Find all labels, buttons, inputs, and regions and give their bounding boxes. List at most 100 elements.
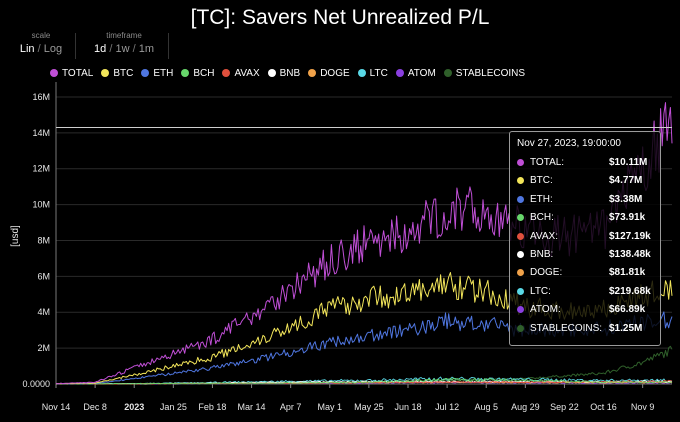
x-tick-label: Mar 14 — [238, 402, 266, 412]
legend-item-atom[interactable]: ATOM — [395, 66, 436, 80]
timeframe-option-1d[interactable]: 1d — [94, 43, 107, 55]
y-tick-label: 2M — [37, 343, 50, 353]
tooltip-series-name: LTC: — [530, 285, 551, 297]
legend-item-avax[interactable]: AVAX — [222, 66, 260, 80]
legend-label: ETH — [153, 67, 174, 79]
tooltip-series-name: AVAX: — [530, 230, 558, 242]
tooltip-dot — [517, 251, 524, 258]
tooltip-row: TOTAL: $10.11M — [517, 156, 657, 169]
tooltip-dot — [517, 159, 524, 166]
x-tick-label: 2023 — [124, 402, 144, 412]
hover-tooltip: Nov 27, 2023, 19:00:00 TOTAL: $10.11M BTC:… — [509, 131, 661, 346]
legend-label: AVAX — [234, 67, 260, 79]
tooltip-row: LTC: $219.68k — [517, 285, 657, 298]
option-separator: / — [109, 43, 113, 55]
tooltip-dot — [517, 306, 524, 314]
tooltip-dot — [517, 269, 524, 277]
legend-dot — [181, 69, 190, 77]
x-tick-label: Aug 5 — [474, 402, 498, 412]
x-tick-label: Jan 25 — [160, 402, 187, 412]
tooltip-series-value: $127.19k — [609, 230, 651, 242]
legend-label: LTC — [369, 67, 388, 79]
legend-label: TOTAL — [62, 67, 94, 79]
tooltip-series-name: STABLECOINS: — [530, 322, 603, 334]
tooltip-dot — [517, 195, 524, 203]
tooltip-row: BTC: $4.77M — [517, 174, 657, 187]
x-tick-label: Jun 18 — [394, 402, 421, 412]
tooltip-series-name: DOGE: — [530, 267, 563, 279]
x-tick-label: Sep 22 — [550, 402, 579, 412]
legend-label: DOGE — [320, 67, 350, 79]
tooltip-series-name: ATOM: — [530, 304, 561, 316]
tooltip-dot — [517, 324, 524, 332]
y-tick-label: 12M — [32, 164, 50, 174]
tooltip-series-value: $138.48k — [609, 249, 651, 260]
tooltip-series-value: $219.68k — [609, 285, 651, 297]
legend-dot — [308, 69, 317, 77]
tooltip-series-name: BTC: — [530, 175, 553, 187]
legend-label: BNB — [279, 67, 301, 79]
x-tick-label: Aug 29 — [511, 402, 540, 412]
legend-dot — [222, 69, 231, 77]
y-tick-label: 10M — [32, 200, 50, 210]
legend-item-ltc[interactable]: LTC — [357, 66, 388, 80]
tooltip-series-value: $81.81k — [609, 267, 646, 279]
legend-item-eth[interactable]: ETH — [141, 66, 173, 80]
legend-dot — [101, 69, 110, 77]
y-tick-label: 16M — [32, 92, 50, 102]
legend-dot — [395, 69, 404, 77]
x-tick-label: Dec 8 — [83, 402, 107, 412]
tooltip-row: BCH: $73.91k — [517, 211, 657, 224]
x-tick-label: Jul 12 — [435, 402, 459, 412]
x-tick-label: Nov 14 — [42, 402, 71, 412]
legend-dot — [267, 69, 276, 77]
tooltip-series-name: ETH: — [530, 193, 553, 205]
control-divider — [168, 33, 169, 59]
x-tick-label: Feb 18 — [198, 402, 226, 412]
scale-option-log[interactable]: Log — [43, 43, 63, 55]
y-axis-label: [usd] — [10, 225, 21, 247]
legend-label: STABLECOINS — [455, 67, 526, 79]
tooltip-series-name: BCH: — [530, 212, 554, 224]
tooltip-row: STABLECOINS: $1.25M — [517, 322, 657, 335]
series-line-bch — [55, 377, 673, 385]
series-line-stablecoins — [55, 345, 673, 385]
y-tick-label: 14M — [32, 128, 50, 138]
tooltip-dot — [517, 287, 524, 295]
option-separator: / — [132, 43, 136, 55]
legend-item-bnb[interactable]: BNB — [267, 66, 301, 80]
y-tick-label: 8M — [37, 235, 50, 245]
timeframe-control: timeframe 1d / 1w / 1m — [88, 31, 160, 55]
legend-label: BTC — [113, 67, 134, 79]
tooltip-row: ATOM: $66.89k — [517, 303, 657, 316]
timeframe-option-1m[interactable]: 1m — [138, 43, 154, 55]
option-separator: / — [37, 43, 41, 55]
chart-title: [TC]: Savers Net Unrealized P/L — [190, 6, 490, 29]
x-tick-label: Oct 16 — [590, 402, 617, 412]
legend-item-btc[interactable]: BTC — [101, 66, 133, 80]
tooltip-row: ETH: $3.38M — [517, 193, 657, 206]
timeframe-option-1w[interactable]: 1w — [115, 43, 130, 55]
tooltip-series-name: TOTAL: — [530, 157, 565, 168]
tooltip-series-value: $10.11M — [609, 157, 648, 168]
legend-item-stablecoins[interactable]: STABLECOINS — [443, 66, 526, 80]
x-tick-label: May 25 — [354, 402, 384, 412]
scale-option-lin[interactable]: Lin — [19, 43, 35, 55]
control-divider — [75, 33, 76, 59]
tooltip-row: BNB: $138.48k — [517, 248, 657, 261]
x-tick-label: Nov 9 — [631, 402, 655, 412]
tooltip-date: Nov 27, 2023, 19:00:00 — [517, 138, 621, 149]
legend-item-total[interactable]: TOTAL — [50, 66, 93, 80]
y-tick-label: 0.0000 — [22, 379, 50, 389]
legend-dot — [50, 69, 58, 77]
legend-dot — [357, 69, 366, 77]
y-tick-label: 4M — [37, 307, 50, 317]
tooltip-series-value: $4.77M — [609, 175, 643, 187]
legend-item-doge[interactable]: DOGE — [308, 66, 350, 80]
tooltip-dot — [517, 232, 524, 240]
tooltip-series-value: $66.89k — [609, 304, 646, 316]
timeframe-label: timeframe — [106, 31, 142, 40]
tooltip-dot — [517, 214, 524, 222]
legend-dot — [443, 69, 452, 77]
legend-item-bch[interactable]: BCH — [181, 66, 214, 80]
